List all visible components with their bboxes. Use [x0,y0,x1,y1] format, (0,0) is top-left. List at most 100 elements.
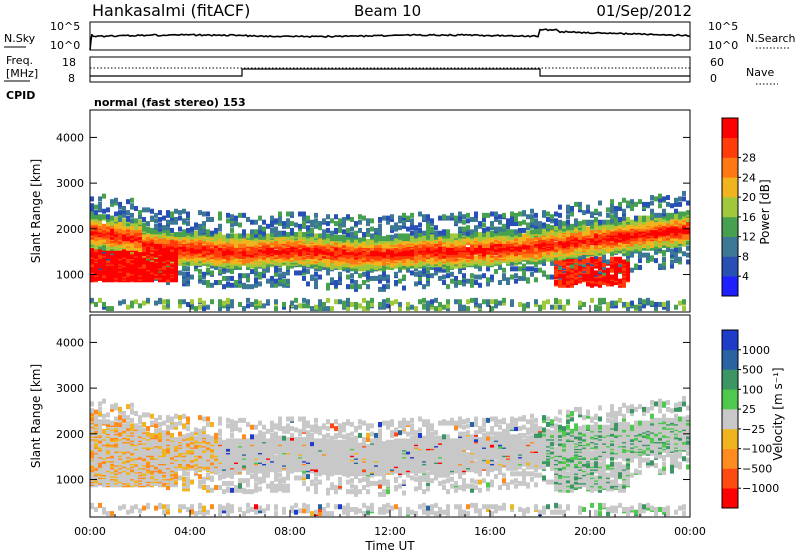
power-cell [206,229,210,234]
power-cell [566,214,570,219]
power-cell [458,227,462,232]
power-cell [594,209,598,214]
power-cell [534,299,538,304]
power-cell [102,209,106,214]
power-cell [626,201,630,206]
power-cell [198,305,202,310]
power-cell [226,213,230,218]
power-cell [362,272,366,277]
power-cell [538,221,542,226]
power-cell [114,217,118,222]
power-cell [394,299,398,304]
power-cell [106,306,110,311]
power-cell [478,283,482,288]
power-cell [218,269,222,274]
power-cell [146,207,150,212]
power-cell [190,275,194,280]
power-cell [230,233,234,238]
power-cell [178,210,182,215]
power-cell [218,280,222,285]
power-cell [218,232,222,237]
power-cell [238,273,242,278]
power-cell [150,228,154,233]
power-cell [526,214,530,219]
power-cell [490,221,494,226]
power-cell [674,198,678,203]
power-cell [154,213,158,218]
power-cell [558,213,562,218]
power-cell [226,276,230,281]
power-cell [298,270,302,275]
power-cell [410,231,414,236]
power-cell [470,273,474,278]
power-cell [346,275,350,280]
power-cell [398,302,402,307]
power-cell [618,257,622,262]
power-cell [122,299,126,304]
power-cell [306,281,310,286]
power-cell [114,211,118,216]
power-cell [102,302,106,307]
power-colorbar-tick-label: 12 [742,231,756,244]
velocity-cell [98,419,102,424]
power-cell [258,216,262,221]
power-cell [162,216,166,221]
power-cell [514,273,518,278]
power-cell [342,229,346,234]
power-cell [366,284,370,289]
noise-right-tick-bottom: 10^0 [708,39,738,52]
power-cell [242,229,246,234]
power-cell [446,273,450,278]
velocity-cell [102,414,106,419]
power-cell [578,221,582,226]
power-colorbar-swatch [722,256,738,276]
power-colorbar-label: Power [dB] [758,179,772,244]
power-cell [102,194,106,199]
power-cell [454,276,458,281]
power-cell [422,284,426,289]
power-cell [130,301,134,306]
power-cell [442,214,446,219]
power-cell [498,220,502,225]
power-cell [642,216,646,221]
power-cell [530,209,534,214]
power-cell [522,210,526,215]
power-cell [606,220,610,225]
power-cell [170,211,174,216]
power-cell [362,216,366,221]
power-cell [506,218,510,223]
power-cell [230,214,234,219]
power-cell [290,211,294,216]
power-cell [326,214,330,219]
power-cell [586,205,590,210]
power-cell [682,306,686,311]
noise-right-tick-top: 10^5 [708,20,738,33]
power-cell [334,221,338,226]
power-cell [334,235,338,240]
power-cell [118,301,122,306]
power-cell [622,302,626,307]
power-cell [678,247,682,252]
power-cell [422,214,426,219]
power-cell [398,279,402,284]
power-cell [214,280,218,285]
power-cell [122,206,126,211]
power-cell [530,266,534,271]
power-cell [330,218,334,223]
power-cell [654,302,658,307]
power-colorbar-tick-label: 24 [742,171,756,184]
power-cell [310,275,314,280]
power-cell [318,221,322,226]
power-cell [250,220,254,225]
power-cell [130,198,134,203]
power-cell [326,221,330,226]
power-cell [562,221,566,226]
power-cell [370,218,374,223]
power-cell [426,214,430,219]
beam-title: Beam 10 [354,2,421,20]
power-cell [294,232,298,237]
power-cell [350,217,354,222]
power-cell [502,213,506,218]
freq-label-line1: Freq. [6,54,33,67]
power-colorbar-swatch [722,217,738,237]
